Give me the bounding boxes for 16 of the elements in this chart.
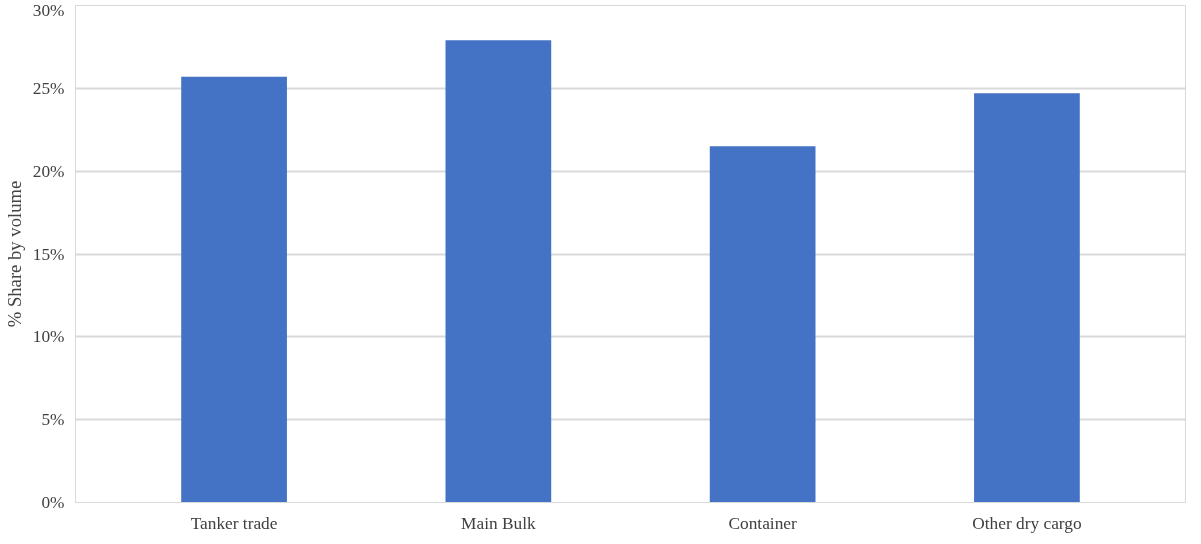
y-tick-label: 20%	[32, 161, 65, 181]
bar	[445, 40, 552, 503]
bar	[974, 93, 1080, 503]
x-tick-label: Tanker trade	[190, 513, 278, 533]
bar	[709, 146, 816, 503]
y-tick-label: 15%	[32, 244, 65, 264]
y-tick-label: 30%	[32, 0, 65, 20]
x-tick-label: Other dry cargo	[972, 513, 1082, 533]
y-tick-label: 5%	[41, 410, 65, 430]
y-tick-label: 0%	[41, 493, 65, 512]
x-tick-label: Container	[728, 513, 798, 533]
x-tick-label: Main Bulk	[461, 513, 536, 533]
y-tick-label: 25%	[32, 78, 65, 98]
y-axis-title: % Share by volume	[3, 180, 25, 328]
bar	[181, 76, 287, 503]
y-tick-label: 10%	[32, 327, 65, 347]
